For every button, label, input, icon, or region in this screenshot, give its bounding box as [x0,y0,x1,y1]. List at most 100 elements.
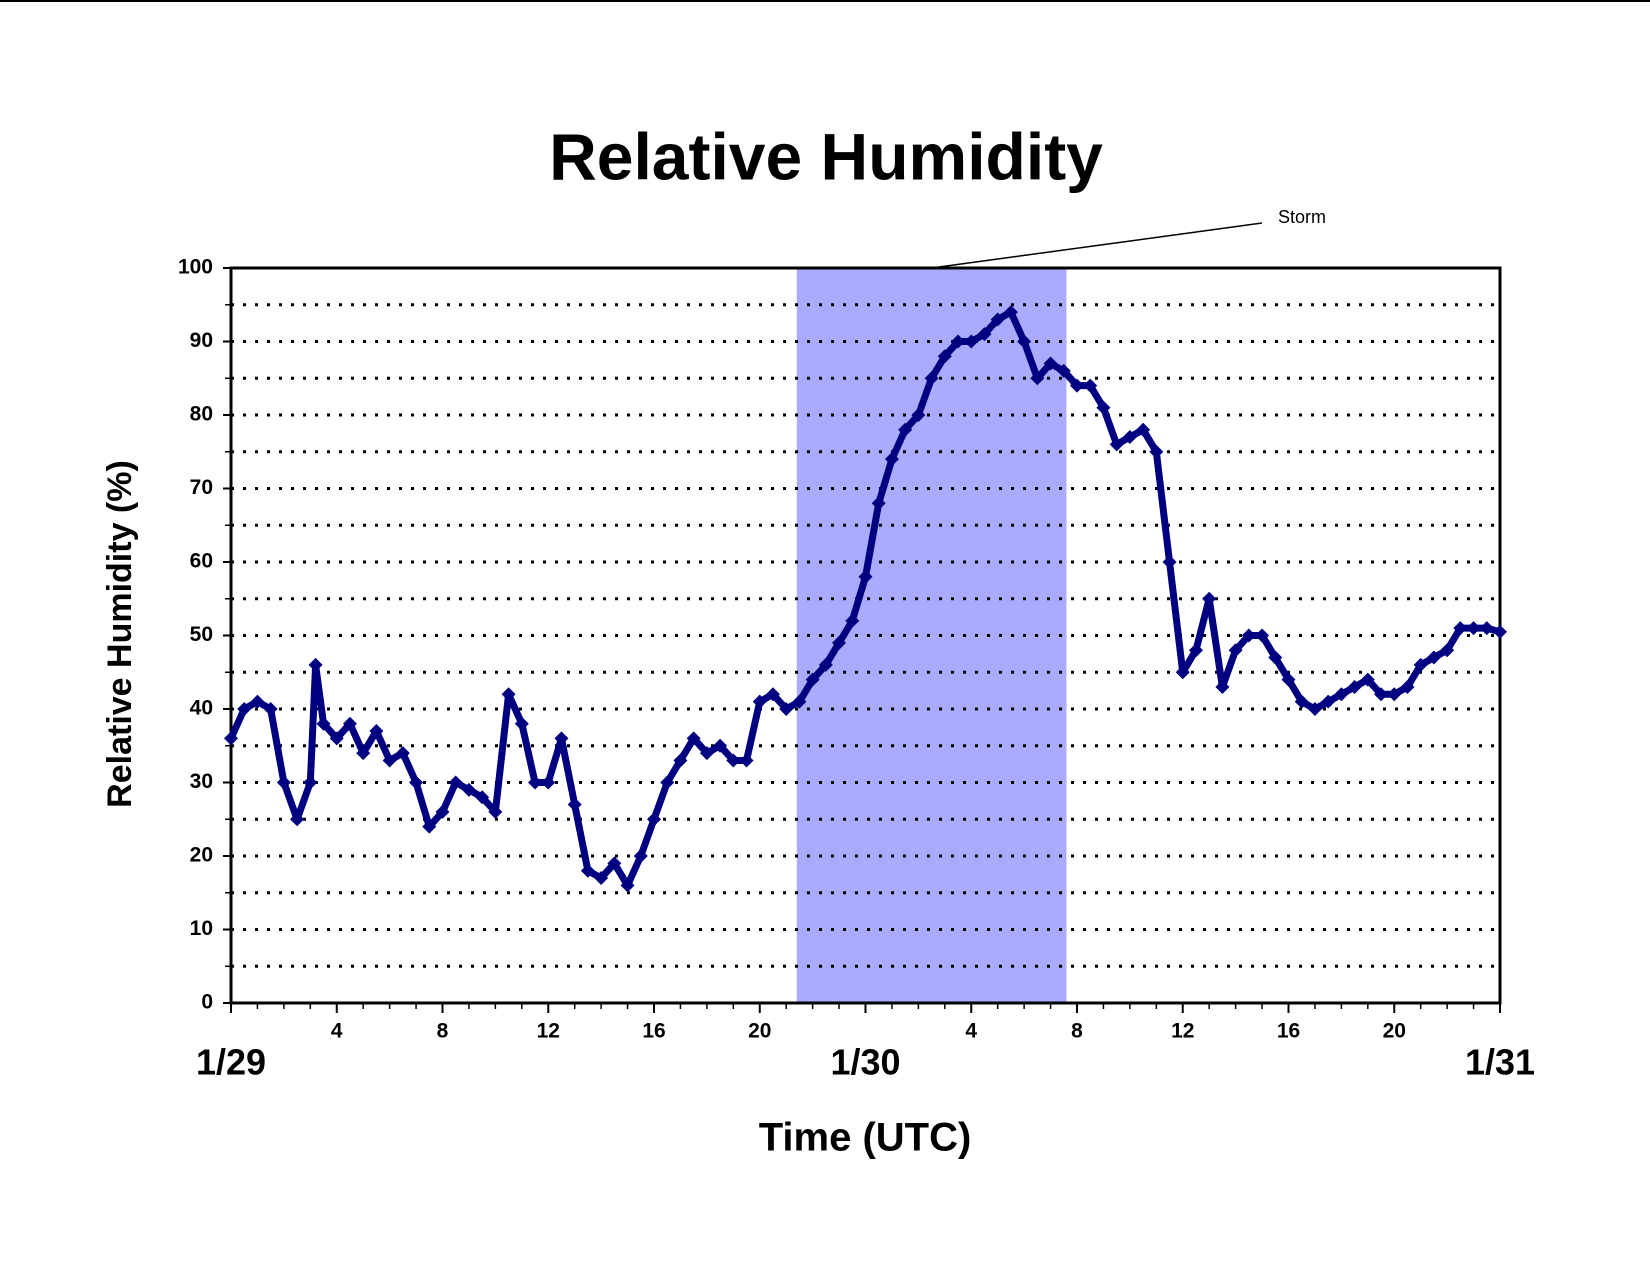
data-point [1056,363,1071,378]
data-point [858,569,873,584]
x-tick-label: 20 [1383,1020,1406,1043]
data-point [1360,672,1375,687]
data-point [1003,305,1018,320]
date-tick-label: 1/31 [1465,1042,1535,1083]
data-point [1109,437,1124,452]
data-point [1241,628,1256,643]
data-point [964,334,979,349]
x-tick-label: 12 [1171,1020,1194,1043]
data-point [1321,694,1336,709]
data-point [1175,665,1190,680]
chart-title: Relative Humidity [549,119,1103,193]
data-point [369,724,384,739]
y-tick-label: 30 [190,770,213,793]
x-tick-label: 4 [331,1020,343,1043]
data-point [250,694,265,709]
data-point [1374,687,1389,702]
x-axis-title: Time (UTC) [759,1116,972,1160]
data-point [898,422,913,437]
data-point [1400,679,1415,694]
data-point [1017,334,1032,349]
data-point [937,349,952,364]
data-point [395,746,410,761]
y-tick-label: 0 [201,991,213,1014]
y-axis-title: Relative Humidity (%) [101,460,139,808]
data-point [1347,679,1362,694]
data-point [686,731,701,746]
date-tick-label: 1/29 [196,1042,266,1083]
data-point [594,871,609,886]
data-point [501,687,516,702]
data-point [488,804,503,819]
data-point [1268,650,1283,665]
data-point [1188,643,1203,658]
data-point [871,496,886,511]
data-point [1453,621,1468,636]
data-point [713,738,728,753]
data-point [1202,591,1217,606]
data-point [977,327,992,342]
data-point [382,753,397,768]
data-point [673,753,688,768]
data-point [356,746,371,761]
data-point [832,635,847,650]
data-point [329,731,344,746]
data-point [884,452,899,467]
data-point [237,702,252,716]
data-point [541,775,556,790]
data-point [475,790,490,805]
data-point [1255,628,1270,643]
data-point [1281,672,1296,687]
data-point [1122,430,1137,445]
data-point [620,878,635,893]
data-point [448,775,463,790]
x-tick-label: 20 [748,1020,771,1043]
y-tick-label: 100 [178,256,213,279]
data-point [528,775,543,790]
data-point [647,812,661,827]
data-point [607,856,622,871]
data-point [1440,643,1455,658]
data-point [990,312,1005,327]
data-point [263,702,278,716]
data-point [1083,378,1098,393]
x-tick-label: 8 [437,1020,449,1043]
data-point [1215,679,1230,694]
data-point [699,746,714,761]
data-point [951,334,966,349]
data-point [1413,657,1428,672]
y-tick-label: 60 [190,550,213,573]
data-point [779,702,794,716]
data-point [461,782,476,797]
data-point [409,775,424,790]
data-point [1307,702,1322,716]
data-point [1162,555,1177,569]
x-tick-label: 12 [537,1020,560,1043]
y-tick-label: 10 [190,917,213,940]
data-point [567,797,582,812]
data-point [435,804,450,819]
date-tick-label: 1/30 [830,1042,900,1083]
data-point [752,694,767,709]
data-point [1149,444,1164,459]
data-point [845,613,860,628]
data-point [1493,624,1507,639]
data-point [290,812,305,827]
data-point [1096,400,1111,415]
data-point [1228,643,1243,658]
data-point [805,672,820,687]
y-tick-label: 40 [190,697,213,720]
data-point [1479,621,1494,636]
data-point [303,775,318,790]
data-point [1070,378,1084,393]
data-point [276,775,291,790]
data-point [1043,356,1058,371]
data-point [1136,422,1151,437]
data-point [739,753,754,768]
x-tick-label: 16 [642,1020,665,1043]
data-point [554,731,569,746]
data-point [224,731,238,746]
data-point [924,371,939,386]
